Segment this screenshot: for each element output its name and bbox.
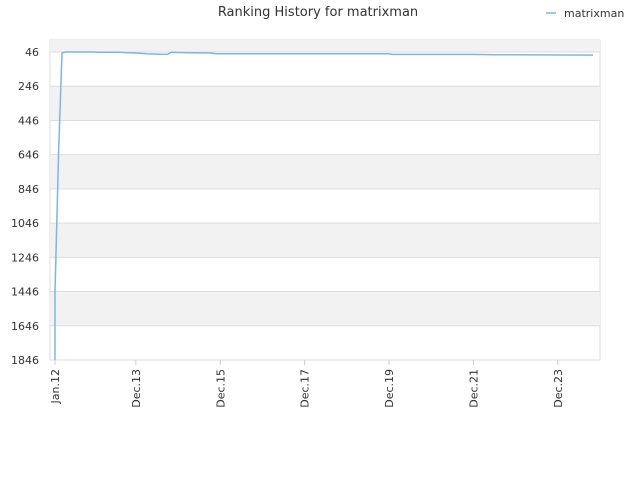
plot-band — [50, 86, 600, 121]
x-tick-label: Dec.19 — [383, 369, 396, 408]
chart-title: Ranking History for matrixman — [218, 5, 418, 20]
plot-band — [50, 223, 600, 258]
legend-label: matrixman — [564, 7, 624, 20]
y-tick-label: 1846 — [11, 354, 39, 367]
plot-bands — [49, 39, 601, 361]
y-tick-label: 646 — [18, 149, 39, 162]
x-tick-label: Jan.12 — [49, 369, 62, 404]
y-tick-label: 446 — [18, 114, 39, 127]
x-tick-label: Dec.13 — [130, 369, 143, 408]
y-axis: 46 246 446 646 846 1046 1246 1446 1646 1846 — [11, 46, 39, 367]
x-tick-label: Dec.15 — [214, 369, 227, 408]
x-tick-label: Dec.21 — [467, 369, 480, 408]
x-tick-label: Dec.17 — [299, 369, 312, 408]
y-tick-label: 846 — [18, 183, 39, 196]
y-tick-label: 246 — [18, 80, 39, 93]
x-tick-label: Dec.23 — [552, 369, 565, 408]
series-line-matrixman[interactable] — [54, 51, 594, 360]
x-axis: Jan.12 Dec.13 Dec.15 Dec.17 Dec.19 Dec.21 Dec.… — [49, 360, 565, 408]
legend[interactable]: matrixman — [546, 7, 624, 20]
plot-band — [50, 154, 600, 189]
y-tick-label: 1646 — [11, 320, 39, 333]
y-tick-label: 1446 — [11, 286, 39, 299]
y-tick-label: 1246 — [11, 251, 39, 264]
y-tick-label: 1046 — [11, 217, 39, 230]
series-layer — [54, 51, 594, 360]
y-tick-label: 46 — [25, 46, 39, 59]
plot-band — [50, 291, 600, 326]
plot-band — [50, 40, 600, 52]
